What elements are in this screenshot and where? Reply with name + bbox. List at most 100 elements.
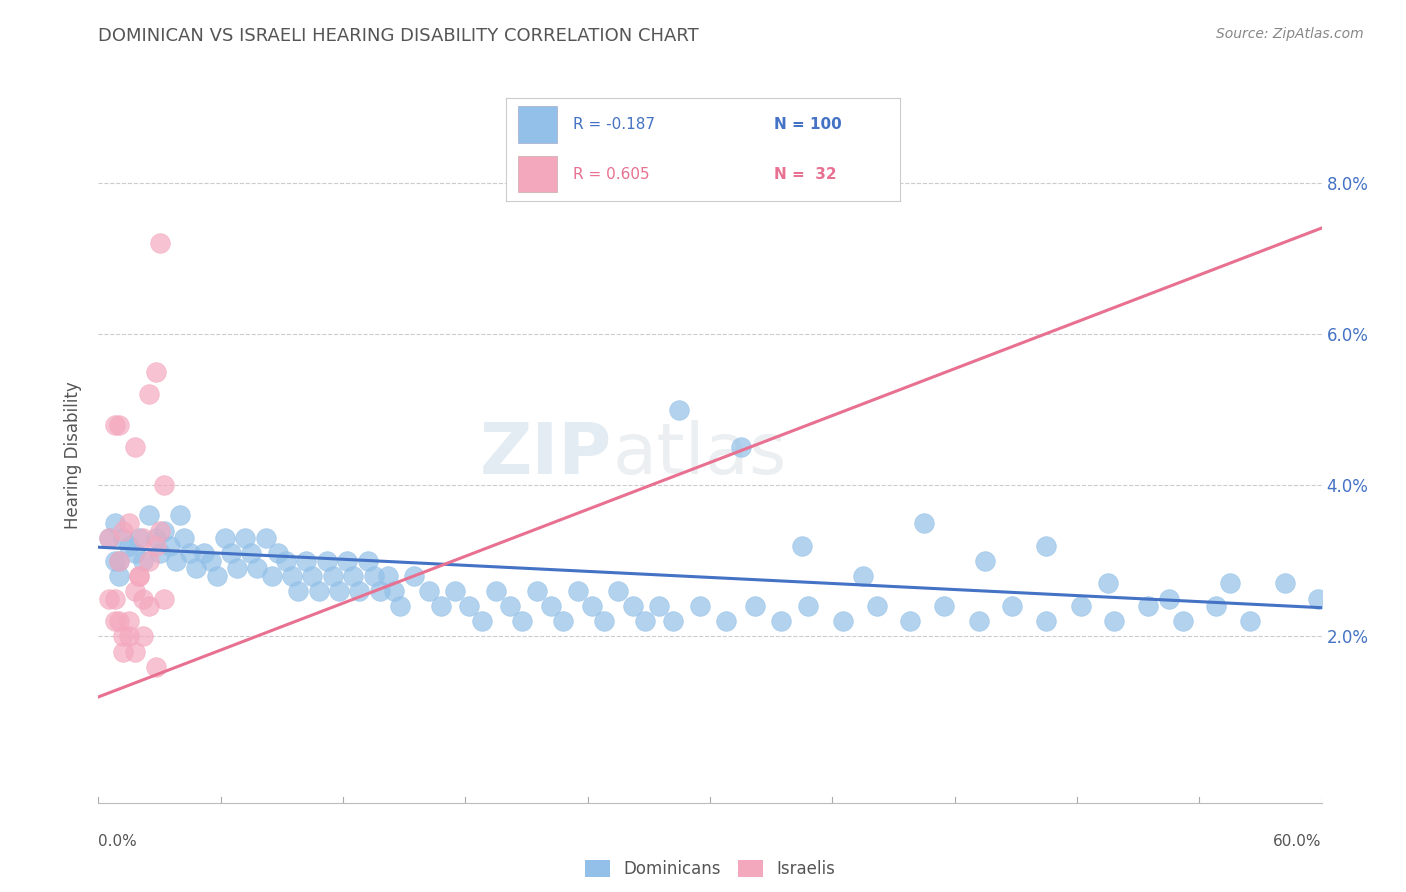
Point (138, 387, 160, 401)
Point (128, 531, 150, 545)
Text: R = -0.187: R = -0.187 (574, 117, 655, 132)
Point (1035, 615, 1057, 629)
Point (108, 554, 131, 568)
Point (898, 615, 921, 629)
Point (368, 584, 391, 599)
Point (240, 546, 263, 560)
Point (111, 524, 134, 538)
Point (118, 539, 141, 553)
Point (418, 584, 440, 599)
Point (831, 615, 853, 629)
Point (104, 516, 127, 530)
Point (200, 554, 222, 568)
Point (866, 599, 889, 614)
Point (108, 615, 131, 629)
Point (382, 584, 405, 599)
Point (404, 569, 426, 583)
Point (205, 569, 228, 583)
Point (214, 531, 236, 545)
Point (179, 546, 201, 560)
Point (716, 615, 738, 629)
Point (377, 569, 399, 583)
Point (138, 599, 160, 614)
Point (485, 584, 508, 599)
Point (1219, 576, 1241, 591)
Point (149, 546, 172, 560)
Point (152, 591, 174, 606)
Point (145, 531, 167, 545)
Point (111, 531, 134, 545)
Point (1097, 576, 1119, 591)
Point (138, 554, 160, 568)
Point (104, 417, 127, 432)
Point (389, 599, 412, 614)
Point (526, 584, 548, 599)
FancyBboxPatch shape (517, 155, 557, 193)
Point (104, 591, 127, 606)
Point (287, 584, 309, 599)
Point (363, 569, 385, 583)
Point (281, 569, 304, 583)
Point (499, 599, 522, 614)
Point (124, 441, 146, 455)
Point (124, 546, 146, 560)
Point (267, 546, 290, 560)
Point (349, 584, 371, 599)
Point (1157, 591, 1180, 606)
Point (342, 569, 364, 583)
Text: atlas: atlas (612, 420, 786, 490)
Point (328, 584, 350, 599)
Point (356, 554, 378, 568)
Point (260, 569, 283, 583)
Point (934, 599, 956, 614)
Point (634, 615, 657, 629)
Point (607, 584, 630, 599)
Point (1137, 599, 1160, 614)
Legend: Dominicans, Israelis: Dominicans, Israelis (578, 854, 842, 885)
Text: DOMINICAN VS ISRAELI HEARING DISABILITY CORRELATION CHART: DOMINICAN VS ISRAELI HEARING DISABILITY … (98, 27, 699, 45)
Point (1070, 599, 1092, 614)
Point (246, 561, 269, 575)
Point (149, 236, 172, 251)
Point (97, 531, 120, 545)
Point (132, 554, 155, 568)
Point (152, 524, 174, 538)
Point (458, 599, 481, 614)
Point (730, 441, 752, 455)
Point (111, 629, 134, 643)
Point (540, 599, 562, 614)
Point (97, 591, 120, 606)
Point (689, 599, 711, 614)
Point (852, 569, 875, 583)
Point (967, 615, 990, 629)
Point (621, 599, 644, 614)
Point (790, 539, 813, 553)
Point (124, 584, 146, 599)
Point (145, 539, 167, 553)
Text: N =  32: N = 32 (773, 167, 837, 182)
Point (145, 365, 167, 379)
Point (567, 584, 589, 599)
Point (159, 539, 181, 553)
Point (512, 615, 534, 629)
Point (97, 531, 120, 545)
Point (132, 531, 155, 545)
Point (1102, 615, 1125, 629)
Point (1205, 599, 1227, 614)
Point (104, 615, 127, 629)
Point (186, 561, 208, 575)
Point (593, 615, 616, 629)
Point (648, 599, 671, 614)
Point (1239, 615, 1261, 629)
Text: 0.0%: 0.0% (98, 834, 138, 849)
Point (124, 644, 146, 658)
Point (295, 554, 318, 568)
Point (668, 402, 690, 417)
Point (1171, 615, 1194, 629)
Point (118, 629, 141, 643)
Point (1035, 539, 1057, 553)
Point (974, 554, 997, 568)
Point (111, 644, 134, 658)
Text: N = 100: N = 100 (773, 117, 842, 132)
Point (226, 561, 249, 575)
